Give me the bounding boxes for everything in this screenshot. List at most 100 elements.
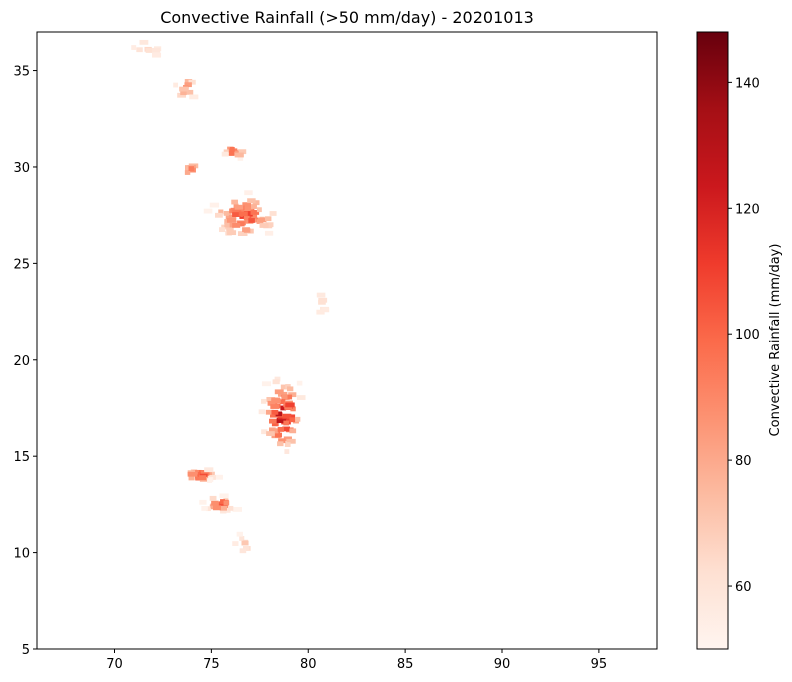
rainfall-cell — [278, 438, 286, 444]
rainfall-cell — [289, 428, 297, 434]
rainfall-cell — [187, 471, 198, 477]
rainfall-cell — [242, 202, 252, 208]
rainfall-cell — [179, 86, 189, 92]
rainfall-cells — [131, 39, 330, 554]
rainfall-cell — [188, 166, 195, 171]
rainfall-cell — [296, 380, 303, 386]
chart-title: Convective Rainfall (>50 mm/day) - 20201… — [160, 8, 534, 27]
rainfall-cell — [282, 426, 290, 432]
rainfall-cell — [264, 216, 272, 222]
rainfall-cell — [289, 417, 296, 423]
x-tick-label: 75 — [203, 657, 220, 672]
rainfall-cell — [228, 214, 237, 220]
y-tick-label: 10 — [13, 547, 30, 562]
rainfall-cell — [244, 190, 253, 196]
rainfall-cell — [198, 475, 207, 481]
rainfall-cell — [232, 507, 242, 512]
rainfall-cell — [220, 499, 225, 504]
rainfall-cell — [183, 89, 194, 95]
rainfall-cell — [239, 548, 247, 554]
rainfall-cell — [284, 449, 290, 454]
colorbar-tick-label: 100 — [735, 328, 760, 343]
rainfall-cell — [241, 540, 249, 546]
rainfall-cell — [201, 505, 208, 511]
rainfall-cell — [283, 420, 289, 426]
rainfall-cell — [152, 52, 162, 58]
rainfall-cell — [283, 394, 293, 400]
rainfall-cell — [227, 230, 237, 236]
rainfall-cell — [279, 399, 286, 405]
rainfall-cell — [251, 214, 258, 219]
colorbar-tick-label: 80 — [735, 454, 752, 469]
y-tick-label: 35 — [13, 65, 30, 80]
rainfall-cell — [270, 404, 280, 409]
rainfall-cell — [282, 413, 292, 419]
rainfall-cell — [261, 429, 268, 435]
rainfall-cell — [256, 207, 262, 213]
rainfall-cell — [247, 228, 254, 234]
rainfall-cell — [271, 398, 281, 404]
rainfall-cell — [275, 432, 282, 438]
rainfall-cell — [269, 418, 277, 424]
rainfall-cell — [231, 199, 239, 205]
y-tick-label: 20 — [13, 354, 30, 369]
rainfall-cell — [234, 152, 244, 158]
x-axis: 70 75 80 85 90 95 — [106, 649, 607, 672]
rainfall-cell — [214, 474, 223, 480]
rainfall-cell — [188, 79, 196, 85]
rainfall-cell — [139, 39, 149, 45]
rainfall-cell — [276, 418, 286, 424]
rainfall-cell — [189, 94, 199, 100]
rainfall-cell — [184, 170, 191, 175]
plot-area — [37, 32, 657, 649]
rainfall-cell — [286, 386, 294, 392]
rainfall-cell — [199, 499, 207, 505]
rainfall-cell — [184, 82, 192, 88]
rainfall-cell — [239, 536, 245, 541]
rainfall-cell — [136, 47, 143, 53]
rainfall-cell — [258, 409, 266, 415]
rainfall-cell — [237, 231, 248, 237]
rainfall-cell — [281, 394, 288, 400]
rainfall-cell — [257, 217, 267, 223]
rainfall-cell — [219, 227, 226, 233]
rainfall-cell — [226, 226, 234, 232]
x-tick-label: 90 — [494, 657, 511, 672]
rainfall-cell — [220, 508, 227, 514]
rainfall-cell — [259, 223, 269, 228]
rainfall-cell — [188, 475, 195, 481]
rainfall-cell — [316, 309, 325, 315]
rainfall-cell — [211, 500, 219, 506]
rainfall-cell — [321, 307, 330, 313]
rainfall-cell — [237, 149, 247, 155]
x-tick-label: 70 — [106, 657, 123, 672]
rainfall-cell — [226, 217, 237, 223]
colorbar-tick-label: 140 — [735, 76, 760, 91]
rainfall-cell — [264, 230, 274, 236]
colorbar-tick-label: 60 — [735, 580, 752, 595]
rainfall-cell — [192, 469, 202, 475]
rainfall-cell — [204, 467, 214, 473]
rainfall-cell — [284, 442, 291, 447]
rainfall-cell — [296, 395, 306, 400]
rainfall-cell — [151, 47, 161, 53]
x-tick-label: 95 — [591, 657, 608, 672]
x-tick-label: 85 — [397, 657, 414, 672]
rainfall-cell — [173, 82, 179, 88]
rainfall-cell — [266, 431, 275, 436]
rainfall-cell — [224, 507, 231, 513]
rainfall-cell — [207, 478, 213, 484]
colorbar-axis: 60 80 100 120 140 — [728, 76, 760, 595]
rainfall-cell — [247, 198, 256, 204]
rainfall-cell — [145, 48, 153, 53]
y-axis: 5 10 15 20 25 30 35 — [13, 65, 37, 658]
rainfall-cell — [318, 299, 326, 305]
rainfall-cell — [251, 204, 257, 209]
rainfall-cell — [274, 389, 284, 395]
plot-frame — [36, 31, 658, 650]
rainfall-cell — [288, 392, 297, 398]
rainfall-cell — [267, 400, 278, 406]
rainfall-cell — [271, 409, 279, 415]
rainfall-cell — [243, 206, 253, 212]
